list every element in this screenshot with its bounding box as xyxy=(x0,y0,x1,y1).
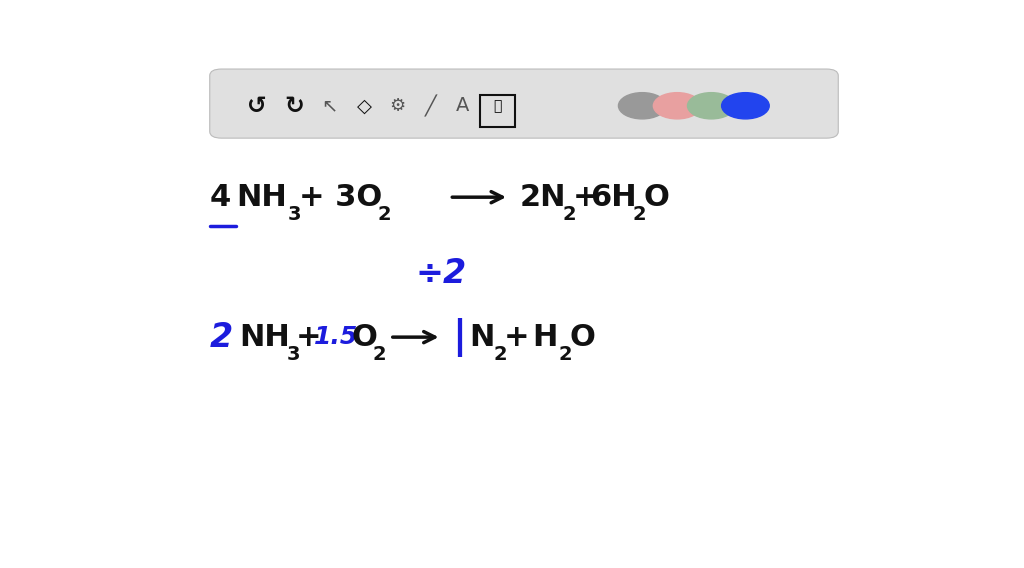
FancyBboxPatch shape xyxy=(480,95,515,127)
Text: ◇: ◇ xyxy=(357,96,372,115)
Text: +: + xyxy=(572,183,598,212)
Text: A: A xyxy=(457,96,470,115)
Text: H: H xyxy=(532,323,558,352)
Text: 2N: 2N xyxy=(519,183,565,212)
Text: O: O xyxy=(643,183,669,212)
Text: NH: NH xyxy=(240,323,290,352)
FancyBboxPatch shape xyxy=(210,69,839,138)
Text: ↖: ↖ xyxy=(322,96,338,115)
Text: ╱: ╱ xyxy=(425,95,436,117)
Text: ↻: ↻ xyxy=(285,94,304,118)
Text: 2: 2 xyxy=(373,345,386,364)
Text: 2: 2 xyxy=(562,205,575,224)
Text: N: N xyxy=(469,323,495,352)
Text: 2: 2 xyxy=(210,321,233,354)
Text: 6H: 6H xyxy=(590,183,637,212)
Text: 🏔: 🏔 xyxy=(494,99,502,113)
Text: NH: NH xyxy=(237,183,288,212)
Text: +: + xyxy=(504,323,529,352)
Text: O: O xyxy=(569,323,595,352)
Text: ↺: ↺ xyxy=(248,94,267,118)
Text: 2: 2 xyxy=(378,205,391,224)
Text: 1.5: 1.5 xyxy=(313,325,358,349)
Text: O: O xyxy=(352,323,378,352)
Text: 3: 3 xyxy=(288,205,301,224)
Circle shape xyxy=(653,93,701,119)
Text: + 3O: + 3O xyxy=(299,183,383,212)
Circle shape xyxy=(687,93,735,119)
Text: 2: 2 xyxy=(494,345,508,364)
Text: 2: 2 xyxy=(559,345,572,364)
Text: +: + xyxy=(296,323,322,352)
Circle shape xyxy=(618,93,666,119)
Text: |: | xyxy=(452,318,466,357)
Text: ÷2: ÷2 xyxy=(416,257,467,290)
Text: 2: 2 xyxy=(633,205,646,224)
Text: 4: 4 xyxy=(210,183,231,212)
Text: 3: 3 xyxy=(287,345,300,364)
Text: ⚙: ⚙ xyxy=(390,97,406,115)
Circle shape xyxy=(722,93,769,119)
